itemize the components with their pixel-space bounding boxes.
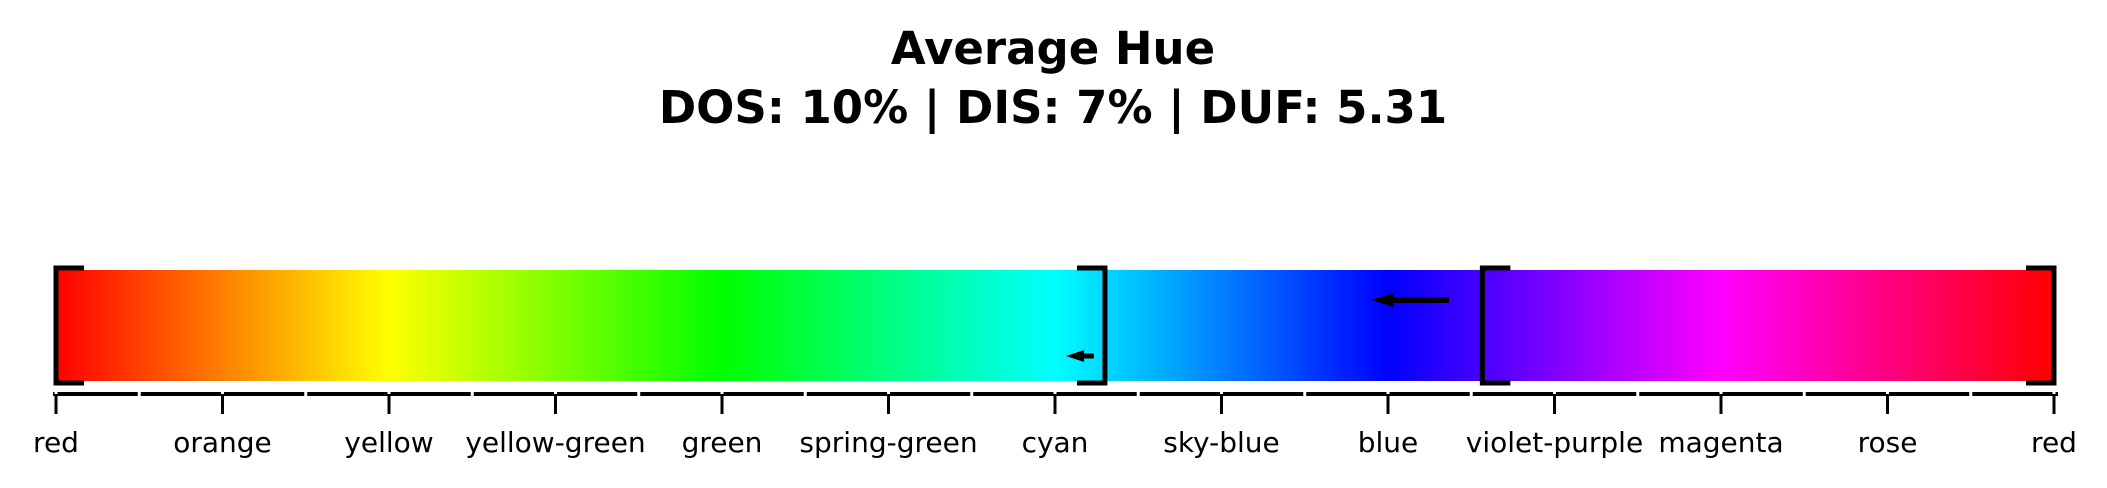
brackets bbox=[53, 265, 2057, 386]
tick-label: blue bbox=[1358, 426, 1419, 459]
tick-label: orange bbox=[173, 426, 272, 459]
tick-label: yellow-green bbox=[465, 426, 645, 459]
tick-label: magenta bbox=[1658, 426, 1783, 459]
tick-label: red bbox=[2031, 426, 2077, 459]
tick-label: cyan bbox=[1022, 426, 1089, 459]
shift-arrow-head bbox=[1371, 293, 1394, 307]
axis-tick-labels: red orange yellow yellow-green green spring-g… bbox=[33, 426, 2077, 459]
hue-gradient-bar bbox=[56, 270, 2054, 381]
tick-label: green bbox=[682, 426, 763, 459]
tick-label: red bbox=[33, 426, 79, 459]
tick-label: spring-green bbox=[799, 426, 977, 459]
tick-label: rose bbox=[1858, 426, 1918, 459]
shift-arrow-head bbox=[1066, 350, 1085, 362]
tick-label: violet-purple bbox=[1466, 426, 1643, 459]
arrows bbox=[1066, 293, 1450, 362]
range-bracket bbox=[53, 265, 84, 386]
range-bracket bbox=[1076, 265, 1108, 386]
range-bracket bbox=[1479, 265, 1511, 386]
range-bracket bbox=[2026, 265, 2057, 386]
chart-subtitle: DOS: 10% | DIS: 7% | DUF: 5.31 bbox=[659, 81, 1447, 134]
chart-title: Average Hue bbox=[891, 22, 1215, 75]
tick-label: sky-blue bbox=[1163, 426, 1280, 459]
axis-ticks bbox=[54, 390, 2056, 414]
tick-label: yellow bbox=[344, 426, 433, 459]
